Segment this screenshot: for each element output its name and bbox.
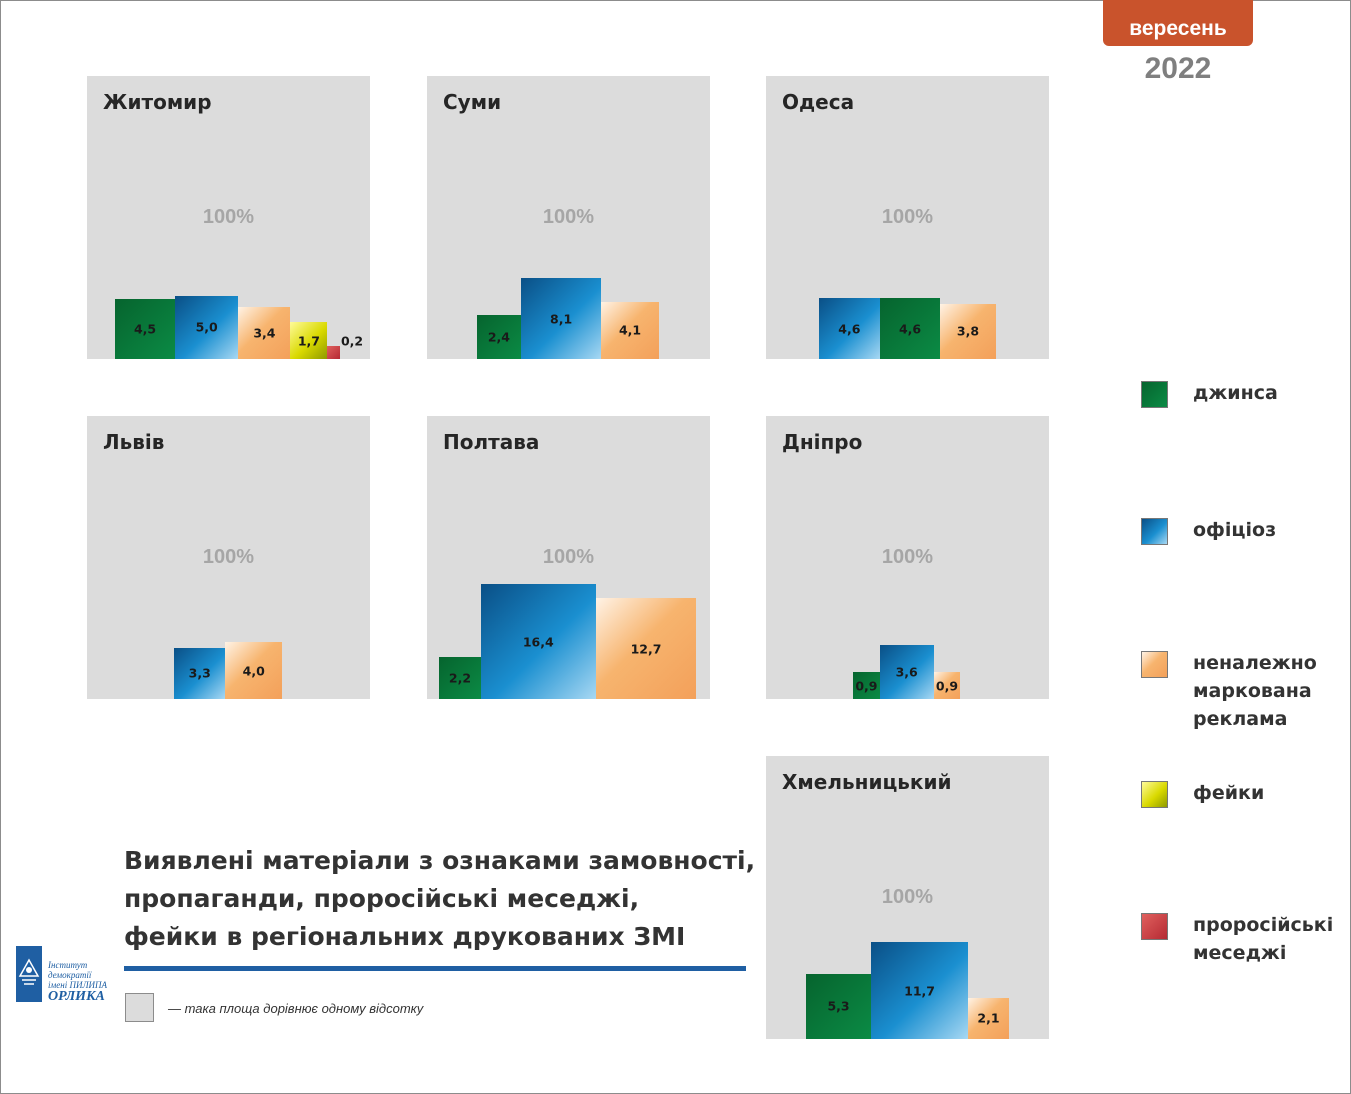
caption-line: фейки в регіональних друкованих ЗМІ	[124, 922, 686, 951]
reference-label: 100%	[542, 206, 595, 228]
legend-label: проросійські меседжі	[1193, 914, 1334, 964]
city-panel: Дніпро 100% 0,9 3,6 0,9	[766, 416, 1049, 699]
bar-reklama	[601, 301, 659, 359]
bar-ofitsioz	[520, 278, 602, 359]
reference-label: 100%	[881, 206, 934, 228]
panel-title: Дніпро	[782, 430, 863, 454]
bar-dzhynsa	[853, 672, 880, 699]
bar-value-label: 3,6	[895, 664, 918, 680]
bar-ofitsioz	[879, 645, 934, 699]
bar-value-label: 0,2	[340, 333, 364, 349]
city-panel: Житомир 100% 4,5 5,0 3,4 1,7 0,2	[87, 76, 370, 359]
bar-ofitsioz	[174, 647, 226, 699]
legend-swatch-feiky	[1141, 781, 1168, 808]
panel-title: Львів	[103, 430, 165, 454]
bar-reklama	[225, 642, 282, 699]
city-panel: Полтава 100% 2,2 16,4 12,7	[427, 416, 710, 699]
logo-line: Інститут демократії	[48, 960, 92, 980]
chart-caption: Виявлені матеріали з ознаками замовності…	[124, 842, 764, 956]
reference-label: 100%	[202, 546, 255, 568]
legend-label: офіціоз	[1193, 519, 1277, 541]
bar-value-label: 4,1	[618, 322, 642, 338]
legend-swatch-prorosiiski	[1141, 913, 1168, 940]
panel-title: Житомир	[103, 90, 212, 114]
city-panel: Одеса 100% 4,6 4,6 3,8	[766, 76, 1049, 359]
bar-prorosiiski	[327, 346, 341, 359]
caption-line: пропаганди, проросійські меседжі,	[124, 884, 640, 913]
bar-ofitsioz	[175, 295, 239, 359]
city-panel: Хмельницький 100% 5,3 11,7 2,1	[766, 756, 1049, 1039]
caption-underline	[124, 966, 746, 971]
bar-value-label: 8,1	[550, 311, 573, 327]
bar-value-label: 4,6	[838, 321, 861, 337]
year-label: 2022	[1144, 52, 1212, 85]
bar-reklama	[940, 303, 996, 359]
legend-label: фейки	[1193, 782, 1265, 804]
legend-label: джинса	[1193, 382, 1278, 404]
bar-dzhynsa	[806, 973, 872, 1039]
bar-value-label: 4,6	[898, 321, 922, 337]
bar-reklama	[238, 306, 291, 359]
bar-dzhynsa	[439, 657, 481, 699]
bar-reklama	[967, 997, 1009, 1039]
bar-dzhynsa	[879, 298, 941, 359]
bar-value-label: 16,4	[522, 634, 554, 650]
legend-swatch-reklama	[1141, 651, 1168, 678]
panel-title: Суми	[443, 90, 502, 114]
month-tab: вересень	[1103, 0, 1253, 46]
unit-area-box	[125, 993, 154, 1022]
bar-value-label: 4,0	[242, 663, 265, 679]
bar-ofitsioz	[819, 298, 880, 359]
bar-reklama	[595, 598, 697, 699]
bar-value-label: 3,8	[956, 323, 980, 339]
bar-value-label: 5,0	[195, 319, 218, 335]
logo-text: Інститут демократії імені ПИЛИПА ОРЛИКА	[48, 960, 126, 1004]
city-panel: Суми 100% 2,4 8,1 4,1	[427, 76, 710, 359]
bar-dzhynsa	[477, 315, 521, 359]
unit-note: — така площа дорівнює одному відсотку	[168, 1001, 424, 1016]
reference-label: 100%	[202, 206, 255, 228]
bar-dzhynsa	[115, 298, 176, 359]
bar-value-label: 2,1	[977, 1010, 1000, 1026]
bar-ofitsioz	[871, 942, 968, 1039]
bar-value-label: 3,3	[188, 665, 211, 681]
city-panel: Львів 100% 3,3 4,0	[87, 416, 370, 699]
bar-value-label: 0,9	[855, 678, 878, 694]
institute-logo: Інститут демократії імені ПИЛИПА ОРЛИКА	[16, 946, 126, 1004]
reference-label: 100%	[881, 546, 934, 568]
legend-swatch-dzhynsa	[1141, 381, 1168, 408]
logo-emblem-icon	[16, 946, 42, 1002]
bar-value-label: 3,4	[253, 325, 276, 341]
logo-line: імені ПИЛИПА	[48, 980, 108, 990]
caption-line: Виявлені матеріали з ознаками замовності…	[124, 846, 756, 875]
legend-label: неналежно маркована реклама	[1193, 652, 1317, 730]
bar-value-label: 2,4	[487, 329, 510, 345]
bar-value-label: 0,9	[935, 678, 959, 694]
bar-value-label: 2,2	[448, 670, 472, 686]
bar-reklama	[933, 672, 961, 699]
bar-value-label: 5,3	[827, 998, 850, 1014]
reference-label: 100%	[542, 546, 595, 568]
legend-swatch-ofitsioz	[1141, 518, 1168, 545]
bar-ofitsioz	[480, 584, 596, 699]
bar-value-label: 11,7	[904, 983, 935, 999]
reference-label: 100%	[881, 886, 934, 908]
panel-title: Одеса	[782, 90, 855, 114]
bar-value-label: 1,7	[297, 333, 321, 349]
bar-value-label: 12,7	[630, 641, 662, 657]
panel-title: Хмельницький	[782, 770, 952, 794]
bar-value-label: 4,5	[133, 321, 157, 337]
bar-feiky	[290, 322, 328, 359]
logo-line: ОРЛИКА	[48, 989, 105, 1004]
panel-title: Полтава	[443, 430, 540, 454]
